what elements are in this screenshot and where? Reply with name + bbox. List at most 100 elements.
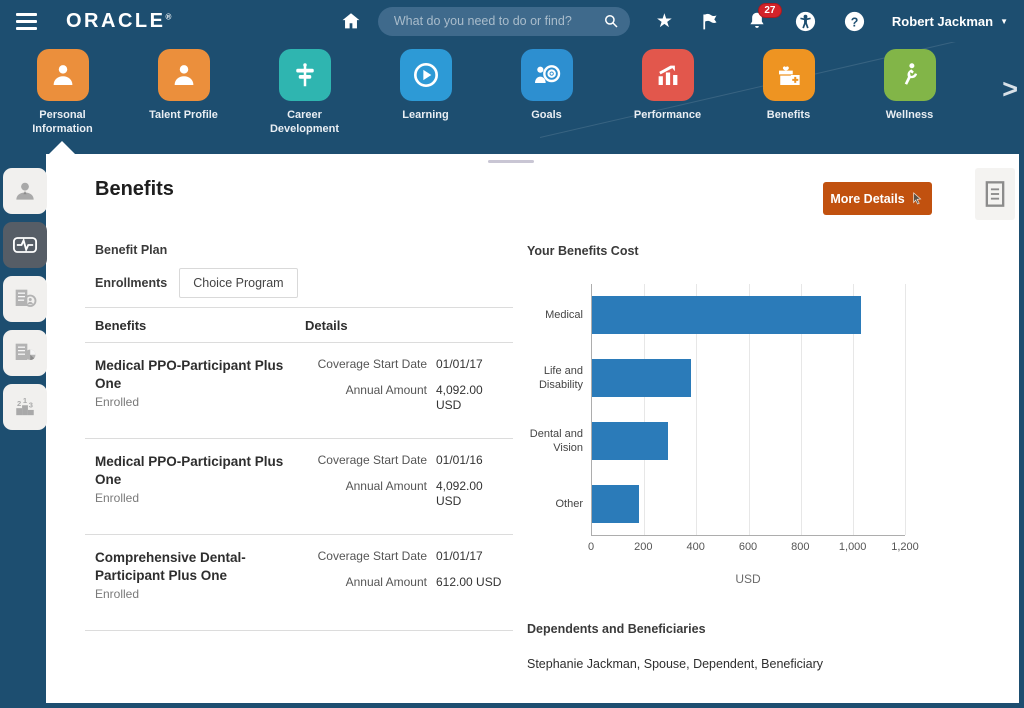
person-icon (36, 49, 89, 101)
chevron-right-icon[interactable]: > (1002, 74, 1018, 104)
home-icon[interactable] (340, 10, 362, 32)
oracle-logo: ORACLE® (66, 9, 174, 32)
hamburger-menu-icon[interactable] (0, 12, 44, 30)
detail-label: Annual Amount (345, 479, 427, 493)
chart-x-ticks: 0 200 400 600 800 1,000 1,200 (588, 541, 919, 556)
chart-category: Dental and Vision (529, 428, 583, 454)
detail-label: Coverage Start Date (317, 549, 427, 563)
springboard-item-learning[interactable]: Learning (365, 42, 486, 154)
chart-category: Other (555, 497, 583, 510)
panel-drag-handle[interactable] (488, 160, 534, 163)
column-header-details: Details (305, 318, 348, 333)
benefits-table: Benefits Details Medical PPO-Participant… (85, 307, 513, 631)
chart-bar[interactable] (592, 296, 861, 335)
table-row[interactable]: Medical PPO-Participant Plus One Enrolle… (85, 343, 513, 439)
svg-text:2: 2 (17, 399, 21, 408)
benefit-name: Comprehensive Dental-Participant Plus On… (95, 550, 246, 583)
chart-x-tick: 800 (791, 541, 810, 553)
svg-text:3: 3 (29, 401, 33, 410)
gift-icon (762, 49, 815, 101)
benefit-status: Enrolled (95, 395, 140, 410)
detail-value: 612.00 USD (436, 575, 502, 589)
accessibility-icon[interactable] (794, 10, 817, 33)
user-menu[interactable]: Robert Jackman ▼ (892, 14, 1008, 29)
chart-bar[interactable] (592, 359, 692, 398)
help-icon[interactable]: ? (843, 10, 866, 33)
person-icon (157, 49, 210, 101)
top-bar: ORACLE® ★ 27 ? Robert Jackman ▼ (0, 0, 1024, 42)
chart-bar[interactable] (592, 484, 639, 523)
detail-label: Coverage Start Date (317, 357, 427, 371)
detail-label: Annual Amount (345, 383, 427, 397)
springboard-item-talent-profile[interactable]: Talent Profile (123, 42, 244, 154)
chart-bar[interactable] (592, 421, 668, 460)
flag-icon[interactable] (699, 11, 720, 32)
rail-tab-document-chart[interactable] (3, 330, 47, 376)
profile-person-icon (12, 178, 38, 204)
chart-x-tick: 1,000 (838, 541, 867, 553)
springboard-item-career-development[interactable]: Career Development (244, 42, 365, 154)
column-header-benefits: Benefits (95, 318, 147, 333)
chart-x-tick: 1,200 (891, 541, 919, 553)
right-frame-strip (1019, 154, 1024, 708)
bottom-frame-strip (0, 703, 1024, 708)
benefit-plan-label: Benefit Plan (95, 243, 168, 257)
chart-plot-area (591, 284, 906, 536)
table-row[interactable]: Comprehensive Dental-Participant Plus On… (85, 535, 513, 631)
cursor-pointer-graphic (912, 191, 922, 205)
search-bar[interactable] (377, 6, 630, 36)
search-icon[interactable] (602, 12, 620, 30)
benefit-status: Enrolled (95, 587, 140, 602)
benefit-name: Medical PPO-Participant Plus One (95, 454, 284, 487)
enrollments-row: Enrollments Choice Program (95, 268, 298, 298)
benefit-status: Enrolled (95, 491, 140, 506)
more-details-button[interactable]: More Details (823, 182, 932, 215)
notes-panel-button[interactable] (975, 168, 1015, 220)
detail-value: 4,092.00 USD (436, 383, 483, 412)
document-person-icon (11, 285, 39, 313)
selected-item-pointer (49, 141, 75, 154)
benefit-name: Medical PPO-Participant Plus One (95, 358, 284, 391)
person-target-icon (520, 49, 573, 101)
svg-text:1: 1 (23, 396, 27, 405)
signpost-icon (278, 49, 331, 101)
chart-x-tick: 600 (738, 541, 758, 553)
springboard-item-personal-information[interactable]: Personal Information (2, 42, 123, 154)
rail-tab-health-pulse[interactable] (3, 222, 47, 268)
health-pulse-icon (11, 231, 39, 259)
table-row[interactable]: Medical PPO-Participant Plus One Enrolle… (85, 439, 513, 535)
chart-x-tick: 200 (634, 541, 653, 553)
springboard-item-wellness[interactable]: Wellness (849, 42, 970, 154)
favorites-star-icon[interactable]: ★ (655, 10, 673, 32)
chart-arrow-icon (641, 49, 694, 101)
notification-count-badge: 27 (757, 3, 782, 18)
springboard-item-performance[interactable]: Performance (607, 42, 728, 154)
chart-category: Medical (545, 308, 583, 321)
detail-value: 01/01/17 (436, 549, 483, 563)
chart-title: Your Benefits Cost (527, 244, 639, 258)
chart-category-labels: Medical Life and Disability Dental and V… (527, 284, 591, 536)
rail-tab-document-person[interactable] (3, 276, 47, 322)
notifications-bell-icon[interactable]: 27 (746, 3, 782, 32)
springboard-item-benefits[interactable]: Benefits (728, 42, 849, 154)
detail-value: 4,092.00 USD (436, 479, 483, 508)
chart-x-axis-label: USD (735, 572, 761, 586)
springboard-item-goals[interactable]: Goals (486, 42, 607, 154)
search-input[interactable] (393, 14, 602, 28)
springboard-nav: Personal Information Talent Profile Care… (0, 42, 1024, 154)
detail-label: Annual Amount (345, 575, 427, 589)
detail-value: 01/01/17 (436, 357, 483, 371)
rail-tab-profile[interactable] (3, 168, 47, 214)
chevron-down-icon: ▼ (1000, 16, 1008, 26)
table-header: Benefits Details (85, 307, 513, 343)
chart-category: Life and Disability (538, 365, 583, 391)
document-icon (983, 180, 1007, 208)
user-name: Robert Jackman (891, 13, 994, 29)
chart-x-tick: 400 (686, 541, 705, 553)
choice-program-chip[interactable]: Choice Program (179, 268, 298, 298)
svg-text:?: ? (851, 15, 859, 29)
detail-label: Coverage Start Date (317, 453, 427, 467)
page-title: Benefits (95, 178, 174, 200)
